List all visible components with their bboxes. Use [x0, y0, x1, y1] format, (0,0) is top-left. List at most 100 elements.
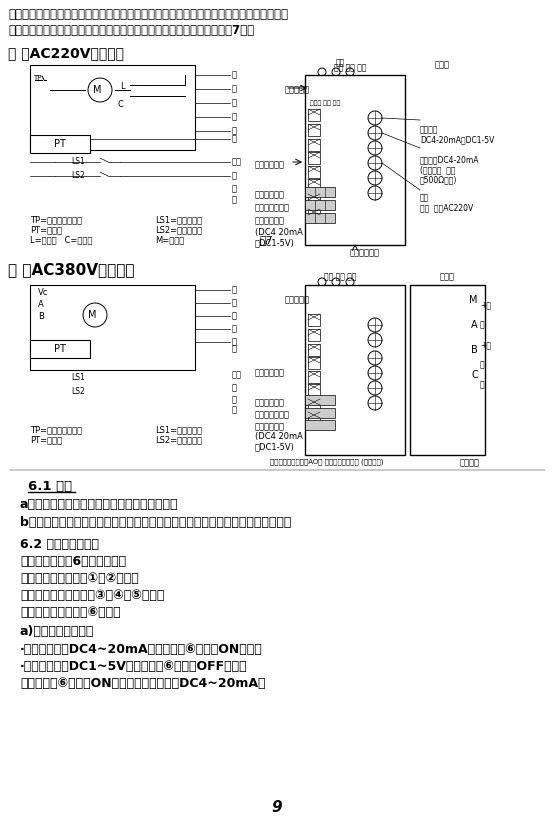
Text: A: A: [38, 300, 44, 309]
Text: 黑: 黑: [232, 298, 237, 307]
Bar: [30, 135, 90, 153]
Text: LS2=上限位开关: LS2=上限位开关: [155, 225, 202, 234]
Text: 指示灯: 指示灯: [440, 272, 455, 281]
Bar: [305, 75, 405, 245]
Text: 红: 红: [232, 195, 237, 204]
Text: 白: 白: [232, 324, 237, 333]
Text: 6.2 状态开关的设定: 6.2 状态开关的设定: [20, 538, 99, 551]
Text: a)输入信号状态设定: a)输入信号状态设定: [20, 625, 94, 638]
Text: PT: PT: [54, 139, 66, 149]
Text: 黑: 黑: [232, 84, 237, 93]
Text: 黄: 黄: [232, 311, 237, 320]
Text: 绿: 绿: [232, 70, 237, 79]
Bar: [30, 285, 195, 370]
Text: B: B: [38, 312, 44, 321]
Text: 控制器上共设有6只状态开关：: 控制器上共设有6只状态开关：: [20, 555, 126, 568]
Text: 调整 信号 电源: 调整 信号 电源: [324, 272, 356, 281]
Text: 内部端线插座: 内部端线插座: [255, 368, 285, 377]
Text: A: A: [471, 320, 478, 330]
Text: Vc: Vc: [38, 288, 48, 297]
Text: M=电动机: M=电动机: [155, 235, 184, 244]
Text: C: C: [118, 100, 124, 109]
Bar: [308, 152, 320, 164]
Text: 三 相AC380V接线图：: 三 相AC380V接线图：: [8, 262, 134, 277]
Text: 自: 自: [480, 381, 485, 390]
Text: 白: 白: [232, 113, 237, 122]
Text: M: M: [470, 295, 478, 305]
Bar: [305, 213, 335, 223]
Text: 橙: 橙: [232, 172, 237, 181]
Bar: [308, 139, 320, 151]
Text: 灰: 灰: [232, 395, 237, 404]
Text: LS1=下限位开关: LS1=下限位开关: [155, 215, 202, 224]
Text: 调整电位器: 调整电位器: [285, 85, 310, 94]
Text: 注：用户在正视输入AO交 信号以发布联电源 (也须独力): 注：用户在正视输入AO交 信号以发布联电源 (也须独力): [270, 458, 384, 465]
Text: LS1: LS1: [71, 373, 85, 382]
Text: +输: +输: [480, 301, 491, 310]
Bar: [308, 384, 320, 396]
Bar: [308, 179, 320, 191]
Text: 入: 入: [480, 360, 485, 369]
Text: 灵敏度 行程 单位: 灵敏度 行程 单位: [310, 100, 340, 105]
Bar: [308, 166, 320, 178]
Text: LS2: LS2: [71, 171, 85, 180]
Text: (DC4 20mA: (DC4 20mA: [255, 228, 303, 237]
Bar: [308, 329, 320, 341]
Bar: [308, 194, 320, 206]
Text: 接线端子: 接线端子: [460, 458, 480, 467]
Text: 自: 自: [232, 345, 237, 354]
Text: 输入: 输入: [335, 58, 345, 67]
Text: ＊图中开关⑥向右拨ON（通），输入信号为DC4~20mA。: ＊图中开关⑥向右拨ON（通），输入信号为DC4~20mA。: [20, 677, 265, 690]
Text: 输入信号
DC4-20mA或DC1-5V: 输入信号 DC4-20mA或DC1-5V: [420, 125, 495, 145]
Bar: [305, 408, 335, 418]
Text: 绿: 绿: [232, 285, 237, 294]
Text: PT: PT: [54, 344, 66, 354]
Bar: [308, 314, 320, 326]
Text: 深度: 深度: [232, 370, 242, 380]
Text: TP=电机内温度开关: TP=电机内温度开关: [30, 425, 82, 434]
Text: 正反动作选择: 正反动作选择: [255, 398, 285, 407]
Bar: [308, 371, 320, 383]
Text: (DC4 20mA: (DC4 20mA: [255, 432, 303, 441]
Bar: [308, 357, 320, 369]
Text: 图7: 图7: [260, 235, 274, 245]
Text: 蓝: 蓝: [232, 337, 237, 346]
Text: LS1: LS1: [71, 157, 85, 166]
Text: a）松开护罩紧固螺栓，向上垂直地折卸护罩。: a）松开护罩紧固螺栓，向上垂直地折卸护罩。: [20, 498, 179, 511]
Text: 调整 信号 电源: 调整 信号 电源: [334, 63, 366, 72]
Bar: [308, 412, 320, 424]
Text: PT=电位器: PT=电位器: [30, 225, 62, 234]
Bar: [305, 187, 335, 197]
Bar: [410, 285, 485, 455]
Text: 及安装过程中可能发生激烈的振动、撞击等现象，因此在运行之前，应先确认其动作是否准: 及安装过程中可能发生激烈的振动、撞击等现象，因此在运行之前，应先确认其动作是否准: [8, 8, 288, 21]
Text: 或DC1-5V): 或DC1-5V): [255, 238, 295, 247]
Bar: [30, 340, 90, 358]
Text: 内部端线插座: 内部端线插座: [255, 160, 285, 169]
Text: 对外接线端子: 对外接线端子: [350, 248, 380, 257]
Text: 输出信号DC4-20mA
(接受阻负  载电
阻500Ω以下): 输出信号DC4-20mA (接受阻负 载电 阻500Ω以下): [420, 155, 480, 185]
Text: B: B: [471, 345, 478, 355]
Text: LS2: LS2: [71, 387, 85, 396]
Text: M: M: [93, 85, 101, 95]
Bar: [305, 200, 335, 210]
Text: 红: 红: [232, 405, 237, 414]
Text: b）外部配线与控制器上接线端子的连接，按控制器侧面上的接线示意图的要求。: b）外部配线与控制器上接线端子的连接，按控制器侧面上的接线示意图的要求。: [20, 516, 291, 529]
Text: 确，如有偏差或不符合现在的要求，则应按以下方法步骤重新调整（见图7）。: 确，如有偏差或不符合现在的要求，则应按以下方法步骤重新调整（见图7）。: [8, 24, 254, 37]
Text: 输入信号选择: 输入信号选择: [255, 216, 285, 225]
Text: LS2=上限位开关: LS2=上限位开关: [155, 435, 202, 444]
Text: 输入信号状态由开关⑥设定。: 输入信号状态由开关⑥设定。: [20, 606, 120, 619]
Bar: [305, 395, 335, 405]
Text: 单 相AC220V接线图：: 单 相AC220V接线图：: [8, 46, 124, 60]
Bar: [305, 420, 335, 430]
Text: 或DC1-5V): 或DC1-5V): [255, 442, 295, 451]
Text: 深度: 深度: [232, 158, 242, 167]
Bar: [30, 65, 195, 150]
Bar: [308, 124, 320, 136]
Bar: [308, 209, 320, 221]
Text: 入: 入: [480, 320, 485, 329]
Bar: [308, 399, 320, 411]
Text: +输: +输: [480, 341, 491, 350]
Text: 断信号动作状态由开关③、④、⑤设定：: 断信号动作状态由开关③、④、⑤设定：: [20, 589, 164, 602]
Text: C: C: [471, 370, 478, 380]
Bar: [308, 109, 320, 121]
